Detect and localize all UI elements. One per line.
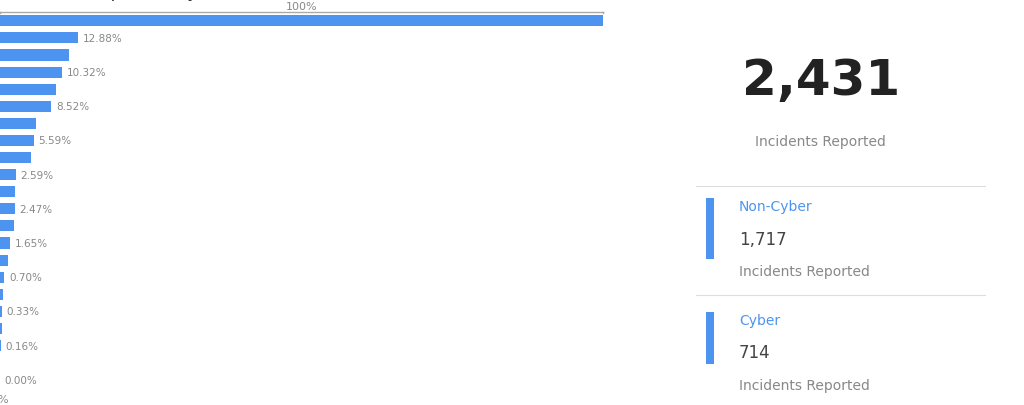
- Text: 0.16%: 0.16%: [6, 341, 39, 351]
- Bar: [707, 198, 715, 259]
- Text: 2,431: 2,431: [741, 57, 900, 105]
- Text: 2.47%: 2.47%: [19, 205, 53, 214]
- Bar: [0, 102, 51, 113]
- Bar: [707, 312, 715, 364]
- Text: 5.59%: 5.59%: [39, 136, 72, 146]
- Bar: [0, 16, 603, 27]
- Text: 0.33%: 0.33%: [7, 307, 40, 317]
- Text: 1,717: 1,717: [739, 230, 786, 248]
- Bar: [0, 136, 34, 147]
- Text: 2.59%: 2.59%: [20, 170, 53, 180]
- Text: Incidents Reported: Incidents Reported: [756, 135, 887, 149]
- Text: 12.88%: 12.88%: [83, 34, 122, 44]
- Bar: [0, 153, 31, 164]
- Text: 1.65%: 1.65%: [14, 239, 48, 248]
- Text: 8.52%: 8.52%: [56, 102, 89, 112]
- Bar: [0, 323, 1, 334]
- Bar: [0, 84, 55, 96]
- Text: Non-Cyber: Non-Cyber: [739, 200, 812, 213]
- Text: Incidents Reported: Incidents Reported: [739, 378, 869, 392]
- Bar: [0, 221, 14, 232]
- Text: 714: 714: [739, 343, 770, 361]
- Text: 10.32%: 10.32%: [68, 68, 106, 78]
- Text: 0.00%: 0.00%: [5, 375, 38, 385]
- Bar: [0, 306, 2, 317]
- Bar: [0, 255, 8, 266]
- Bar: [0, 170, 15, 181]
- Bar: [0, 67, 62, 79]
- Bar: [0, 238, 10, 249]
- Bar: [0, 289, 3, 300]
- Bar: [0, 119, 36, 130]
- Text: 0%: 0%: [0, 394, 9, 404]
- Text: Cyber: Cyber: [739, 313, 780, 327]
- Bar: [0, 272, 4, 283]
- Bar: [0, 187, 15, 198]
- Text: 0.70%: 0.70%: [9, 273, 42, 283]
- Text: 100%: 100%: [286, 2, 317, 11]
- Text: Incidents Reported by Sector: Incidents Reported by Sector: [0, 0, 261, 1]
- Bar: [0, 50, 70, 62]
- Bar: [0, 33, 78, 44]
- Text: Incidents Reported: Incidents Reported: [739, 264, 869, 278]
- Bar: [0, 204, 15, 215]
